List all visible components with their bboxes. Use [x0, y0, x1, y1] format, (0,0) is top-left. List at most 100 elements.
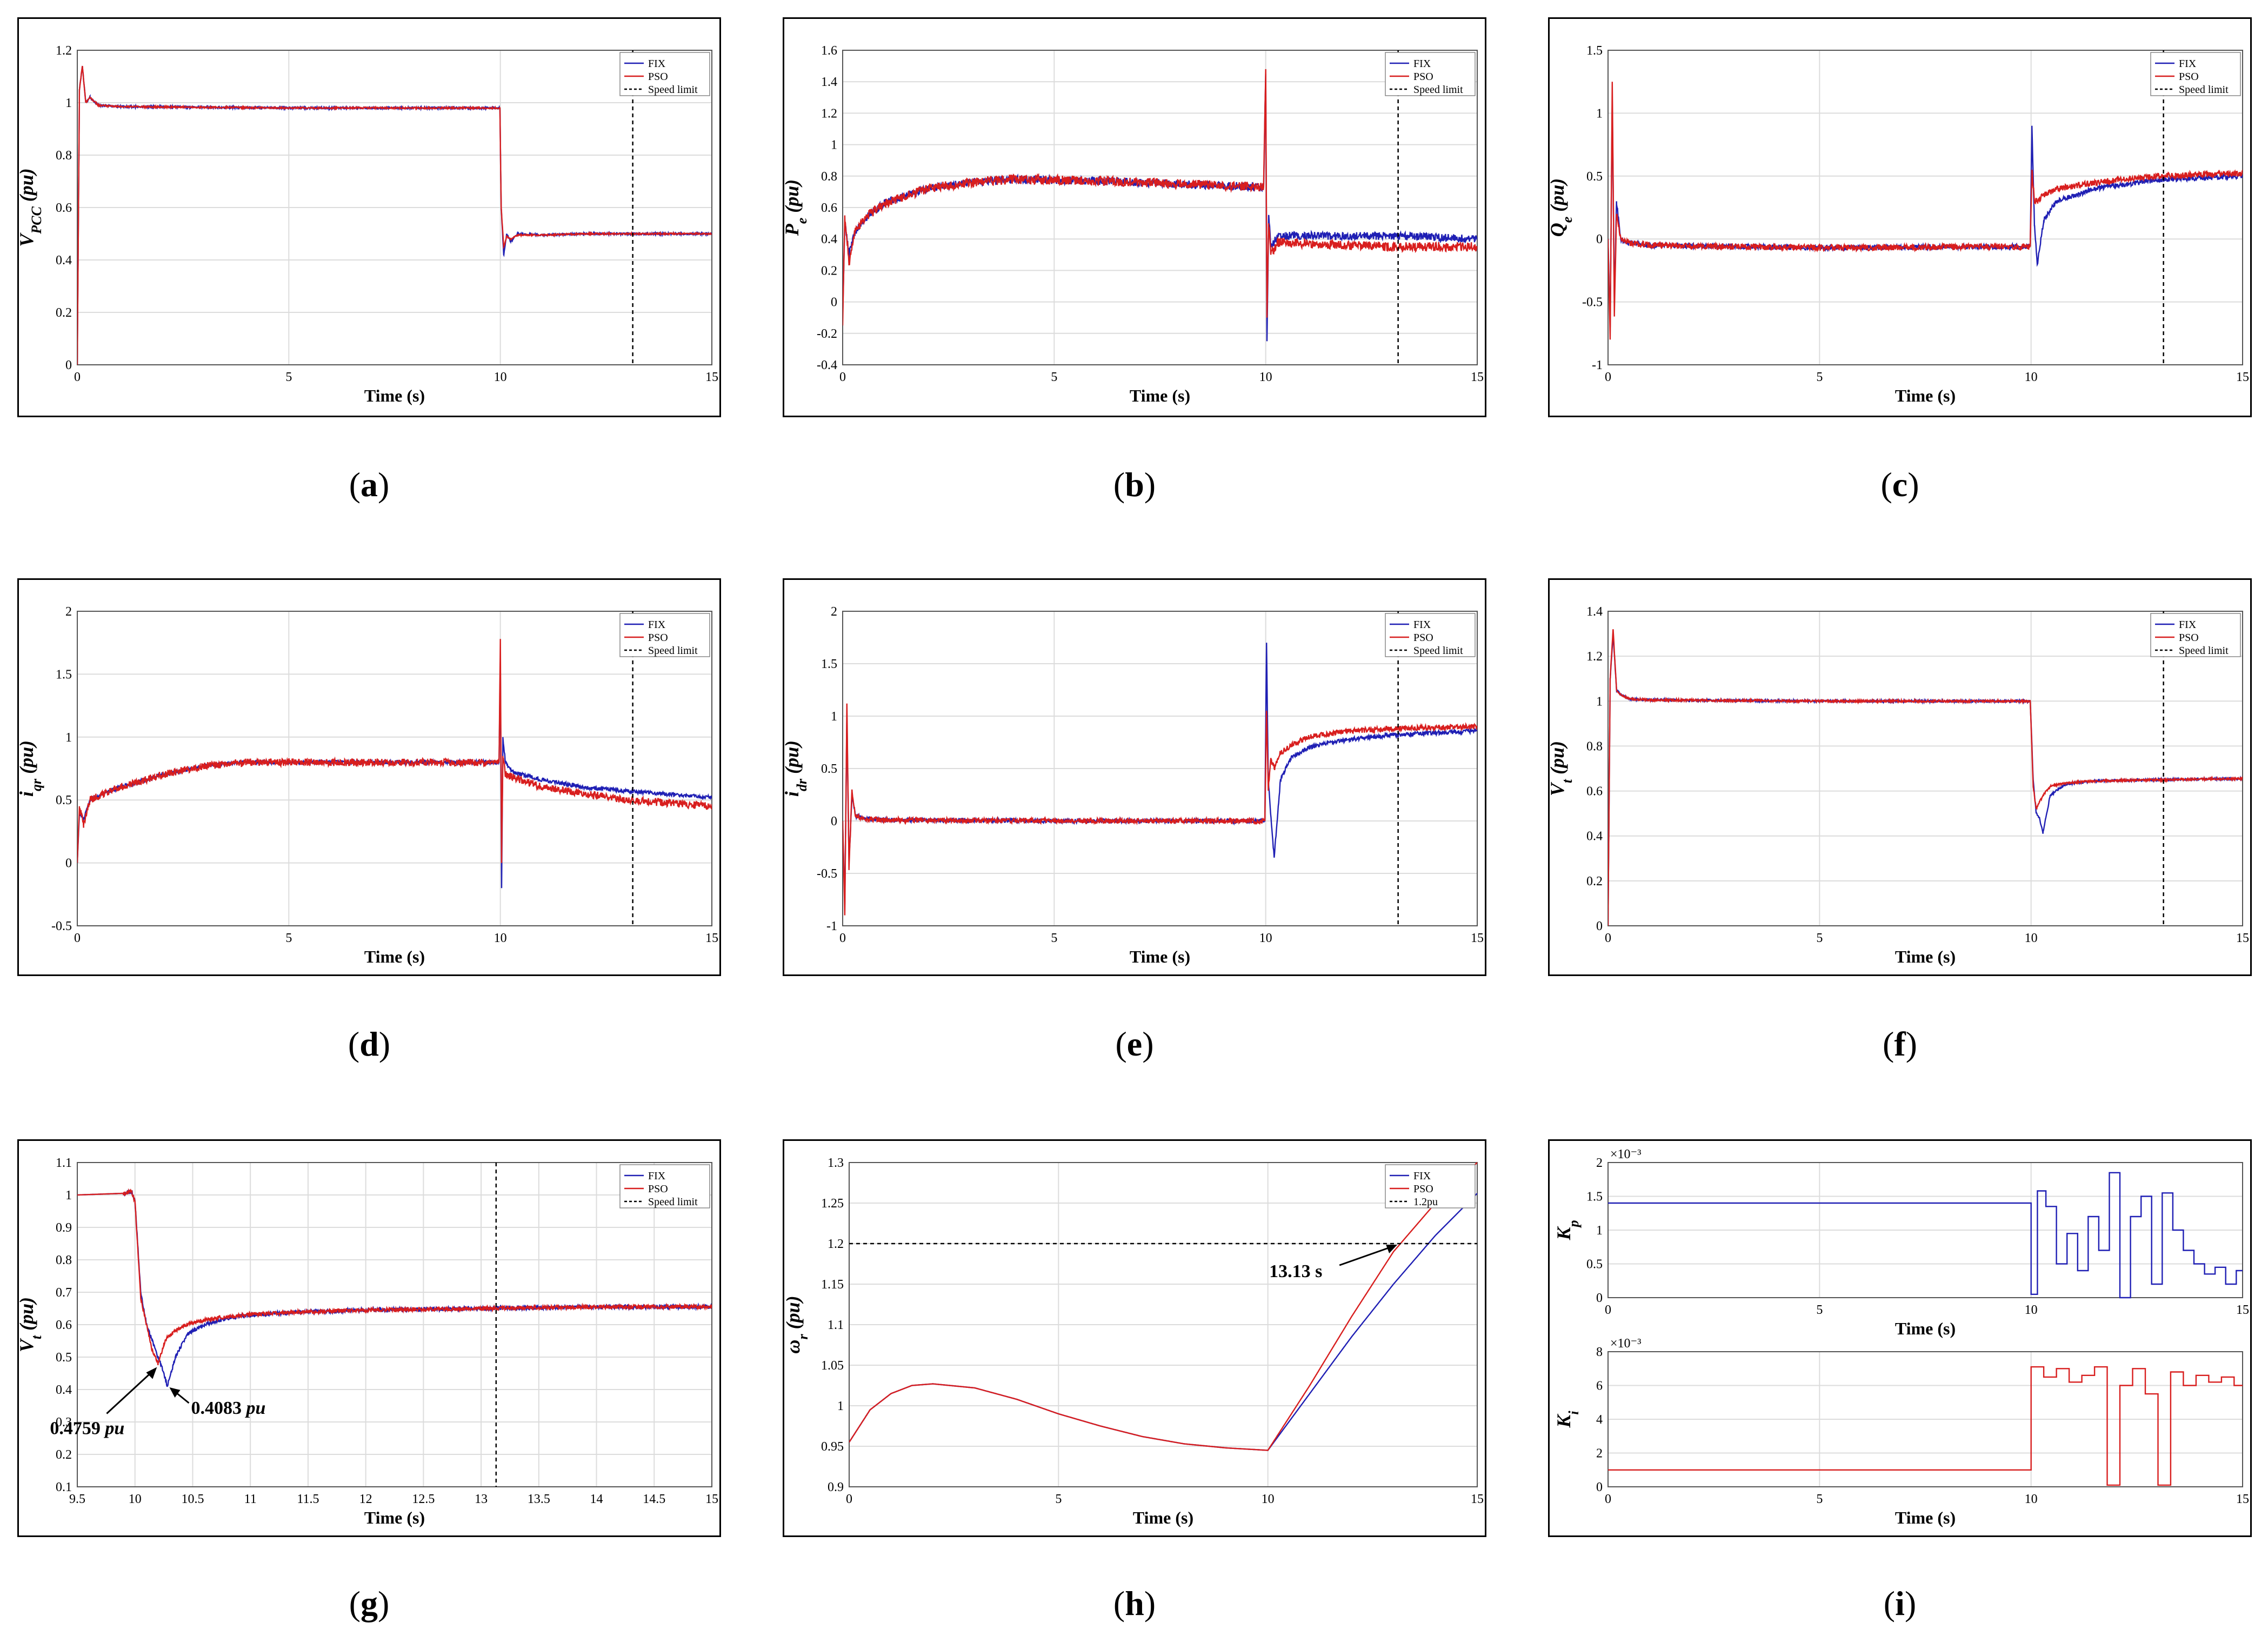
caption-e-letter: e	[1126, 1025, 1143, 1063]
chart-panel-b: 0 5 10 15 -0.4 -0.2 0 0.2 0.4 0.6 0.8 1 1.2 1.4 1.6 Tim…	[781, 17, 1486, 417]
chart-c-legend-label-1: PSO	[2179, 71, 2199, 83]
chart-i1-ytick-4: 2	[1596, 1156, 1603, 1170]
chart-b-legend-label-2: Speed limit	[1413, 84, 1463, 96]
chart-a-xlabel: Time (s)	[364, 386, 425, 405]
chart-c-ylabel: Qe (pu)	[1546, 178, 1575, 237]
chart-f-xtick-2: 10	[2025, 931, 2038, 945]
chart-b-ytick-4: 0.4	[821, 232, 837, 246]
chart-i2-xtick-0: 0	[1605, 1492, 1611, 1506]
chart-d-xtick-2: 10	[494, 931, 507, 945]
chart-h-svg: 0 5 10 15 0.9 0.95 1 1.05 1.1 1.15 1.2 1.25 1.3 Time …	[782, 1156, 1484, 1527]
chart-a-legend-label-0: FIX	[648, 58, 666, 70]
chart-i1-xtick-3: 15	[2236, 1303, 2249, 1317]
chart-panel-d: 0 5 10 15 -0.5 0 0.5 1 1.5 2 Time (s) iqr (pu) FIX PS…	[16, 578, 721, 976]
caption-e: (e)	[1115, 1025, 1154, 1063]
chart-e-series-pso	[843, 703, 1477, 916]
chart-f-ytick-3: 0.6	[1586, 785, 1603, 799]
chart-c-ytick-2: 0	[1596, 232, 1603, 246]
chart-g-annotation-arrowhead-0	[146, 1367, 157, 1379]
chart-panel-h: 0 5 10 15 0.9 0.95 1 1.05 1.1 1.15 1.2 1.25 1.3 Time …	[782, 1139, 1486, 1537]
chart-b-ytick-8: 1.2	[821, 106, 837, 121]
chart-a-ytick-1: 0.2	[56, 306, 72, 320]
chart-f-group: 0 5 10 15 0 0.2 0.4 0.6 0.8 1 1.2 1.4 Time (s) Vt (pu…	[1546, 605, 2249, 966]
chart-i1-xtick-1: 5	[1816, 1303, 1823, 1317]
chart-a-xtick-1: 5	[285, 370, 292, 384]
caption-h: (h)	[1113, 1584, 1156, 1622]
chart-f-legend-label-0: FIX	[2179, 619, 2197, 631]
chart-f-svg: 0 5 10 15 0 0.2 0.4 0.6 0.8 1 1.2 1.4 Time (s) Vt (pu…	[1546, 605, 2249, 966]
chart-d-ytick-1: 0	[65, 857, 72, 871]
chart-b-xtick-0: 0	[839, 370, 846, 384]
chart-g-ytick-1: 0.2	[56, 1448, 72, 1462]
chart-h-ytick-3: 1.05	[821, 1359, 844, 1373]
chart-a-frame	[77, 50, 712, 365]
chart-b-ylabel: Pe (pu)	[781, 179, 810, 237]
chart-g-xtick-9: 14	[590, 1492, 603, 1506]
chart-f-ytick-0: 0	[1596, 919, 1603, 933]
chart-panel-e: 0 5 10 15 -1 -0.5 0 0.5 1 1.5 2 Time (s) idr (pu) FIX…	[781, 578, 1486, 976]
chart-e-ytick-3: 0.5	[821, 762, 837, 776]
chart-c-xtick-2: 10	[2025, 370, 2038, 384]
chart-a-ytick-0: 0	[65, 358, 72, 372]
chart-f-xtick-3: 15	[2236, 931, 2249, 945]
chart-a-ytick-2: 0.4	[56, 253, 72, 268]
chart-i2-ytick-2: 4	[1596, 1413, 1603, 1427]
chart-f-xlabel: Time (s)	[1895, 947, 1956, 966]
chart-a-group: 0 5 10 15 0 0.2 0.4 0.6 0.8 1 1.2 Time (s) VPCC (pu)…	[16, 44, 718, 405]
chart-h-ylabel: ωr (pu)	[782, 1295, 811, 1353]
chart-b-ytick-6: 0.8	[821, 170, 837, 184]
chart-c-ytick-3: 0.5	[1586, 170, 1603, 184]
chart-b-ytick-9: 1.4	[821, 75, 837, 89]
chart-i2-series-pso	[1608, 1366, 2243, 1486]
chart-panel-c: 0 5 10 15 -1 -0.5 0 0.5 1 1.5 Time (s) Qe (pu) FIX PS…	[1546, 17, 2252, 417]
chart-d-frame	[77, 611, 712, 926]
chart-c-ytick-1: -0.5	[1582, 296, 1603, 310]
chart-e-ytick-4: 1	[831, 710, 837, 724]
chart-i2-ylabel: Ki	[1553, 1411, 1582, 1428]
chart-a-legend-box	[619, 52, 710, 96]
chart-i1-ytick-2: 1	[1596, 1224, 1603, 1238]
chart-d-legend-label-1: PSO	[648, 632, 668, 644]
chart-c-xtick-1: 5	[1816, 370, 1823, 384]
chart-c-xtick-3: 15	[2236, 370, 2249, 384]
caption-d-letter: d	[359, 1025, 379, 1063]
chart-g-xtick-10: 14.5	[643, 1492, 665, 1506]
chart-panel-i: 0 5 10 15 0 0.5 1 1.5 2 ×10⁻³ Time (s) Kp 0 5 10 15 0 2 4 6…	[1548, 1139, 2252, 1537]
chart-f-ytick-7: 1.4	[1586, 605, 1603, 619]
chart-e-ytick-2: 0	[831, 814, 837, 829]
caption-a-letter: a	[361, 465, 378, 504]
chart-b-frame	[842, 50, 1478, 365]
chart-g-ytick-10: 1.1	[56, 1156, 72, 1170]
chart-i2-group: 0 5 10 15 0 2 4 6 8 ×10⁻³ Time (s) Ki	[1553, 1337, 2249, 1527]
chart-h-xlabel: Time (s)	[1133, 1508, 1193, 1527]
chart-b-ytick-2: 0	[831, 296, 837, 310]
caption-a: (a)	[349, 465, 390, 504]
chart-e-xlabel: Time (s)	[1130, 947, 1190, 966]
caption-i-letter: i	[1895, 1584, 1905, 1622]
chart-h-ytick-4: 1.1	[828, 1318, 844, 1332]
chart-b-legend-label-1: PSO	[1413, 71, 1433, 83]
chart-h-ytick-2: 1	[837, 1399, 844, 1413]
chart-g-xtick-5: 12	[359, 1492, 372, 1506]
chart-f-ylabel: Vt (pu)	[1546, 741, 1575, 796]
chart-i1-exponent: ×10⁻³	[1610, 1147, 1641, 1161]
chart-e-series-fix	[843, 643, 1477, 905]
chart-f-series-pso	[1608, 629, 2243, 926]
chart-i1-xlabel: Time (s)	[1895, 1319, 1956, 1338]
chart-h-annotation-arrowhead	[1386, 1245, 1398, 1253]
chart-c-xtick-0: 0	[1605, 370, 1611, 384]
chart-i2-xtick-3: 15	[2236, 1492, 2249, 1506]
chart-a-svg: 0 5 10 15 0 0.2 0.4 0.6 0.8 1 1.2 Time (s) VPCC (pu)…	[16, 44, 718, 405]
chart-e-ytick-5: 1.5	[821, 657, 837, 671]
chart-i2-ytick-4: 8	[1596, 1345, 1603, 1359]
chart-g-ytick-4: 0.5	[56, 1351, 72, 1365]
chart-b-ytick-1: -0.2	[817, 327, 837, 341]
chart-h-legend-label-0: FIX	[1413, 1170, 1431, 1182]
chart-b-ytick-10: 1.6	[821, 44, 837, 58]
chart-g-frame	[77, 1162, 712, 1487]
chart-g-svg: 9.5 10 10.5 11 11.5 12 12.5 13 13.5 14 14.5 150.10.…	[16, 1156, 718, 1527]
chart-g-legend-label-0: FIX	[648, 1170, 666, 1182]
chart-a-legend-label-2: Speed limit	[648, 84, 698, 96]
chart-b-xtick-2: 10	[1259, 370, 1272, 384]
chart-panel-g: 9.5 10 10.5 11 11.5 12 12.5 13 13.5 14 14.5 15 0.1 0.…	[16, 1139, 721, 1537]
